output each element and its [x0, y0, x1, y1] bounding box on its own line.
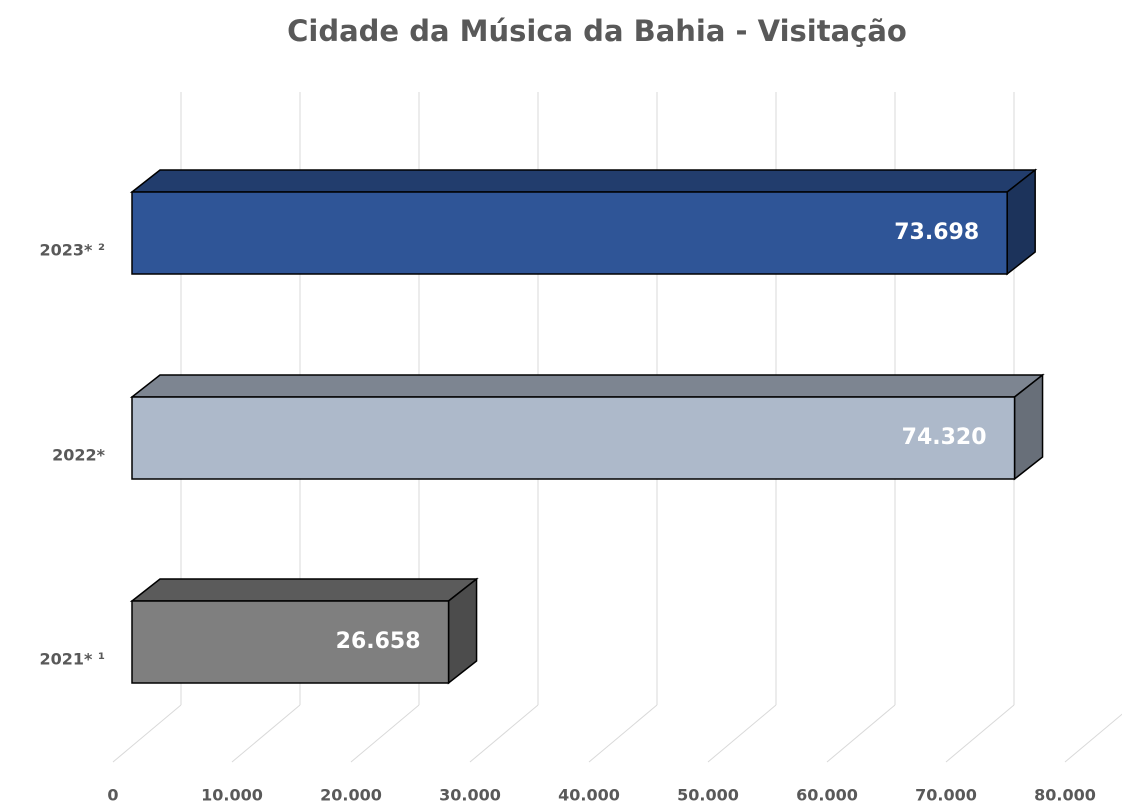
x-tick-label: 30.000: [439, 786, 501, 803]
y-tick-label: 2022*: [52, 446, 106, 465]
x-tick-label: 40.000: [558, 786, 620, 803]
floor-line: [707, 704, 777, 763]
bar-top: [129, 578, 479, 602]
floor-line: [112, 704, 182, 763]
floor-line: [469, 704, 539, 763]
floor-line: [588, 704, 658, 763]
bar-top: [129, 169, 1038, 193]
x-tick-label: 60.000: [796, 786, 858, 803]
bar-top: [129, 374, 1045, 398]
floor-line: [826, 704, 896, 763]
chart-title: Cidade da Música da Bahia - Visitação: [287, 14, 907, 48]
x-tick-label: 0: [107, 786, 118, 803]
value-label: 26.658: [336, 629, 421, 654]
floor-line: [231, 704, 301, 763]
y-tick-label: 2021* ¹: [40, 650, 105, 669]
bar: [131, 396, 1016, 480]
x-tick-label: 70.000: [915, 786, 977, 803]
x-tick-label: 10.000: [201, 786, 263, 803]
y-tick-label: 2023* ²: [40, 241, 105, 260]
floor-line: [350, 704, 420, 763]
x-tick-label: 20.000: [320, 786, 382, 803]
floor-line: [945, 704, 1015, 763]
bar: [131, 600, 450, 684]
floor-line: [1064, 713, 1122, 763]
x-tick-label: 80.000: [1034, 786, 1096, 803]
value-label: 73.698: [894, 220, 979, 245]
x-tick-label: 50.000: [677, 786, 739, 803]
value-label: 74.320: [902, 425, 987, 450]
bar: [131, 191, 1008, 275]
